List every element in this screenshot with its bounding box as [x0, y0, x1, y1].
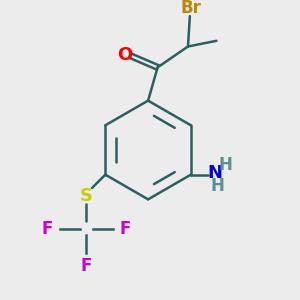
Text: O: O: [117, 46, 132, 64]
Text: H: H: [218, 156, 232, 174]
Text: F: F: [42, 220, 53, 238]
Text: S: S: [80, 187, 93, 205]
Text: F: F: [120, 220, 131, 238]
Text: Br: Br: [180, 0, 201, 16]
Text: N: N: [207, 164, 222, 182]
Text: H: H: [211, 177, 224, 195]
Text: F: F: [81, 257, 92, 275]
